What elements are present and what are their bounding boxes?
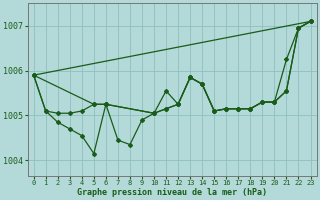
X-axis label: Graphe pression niveau de la mer (hPa): Graphe pression niveau de la mer (hPa) [77, 188, 267, 197]
